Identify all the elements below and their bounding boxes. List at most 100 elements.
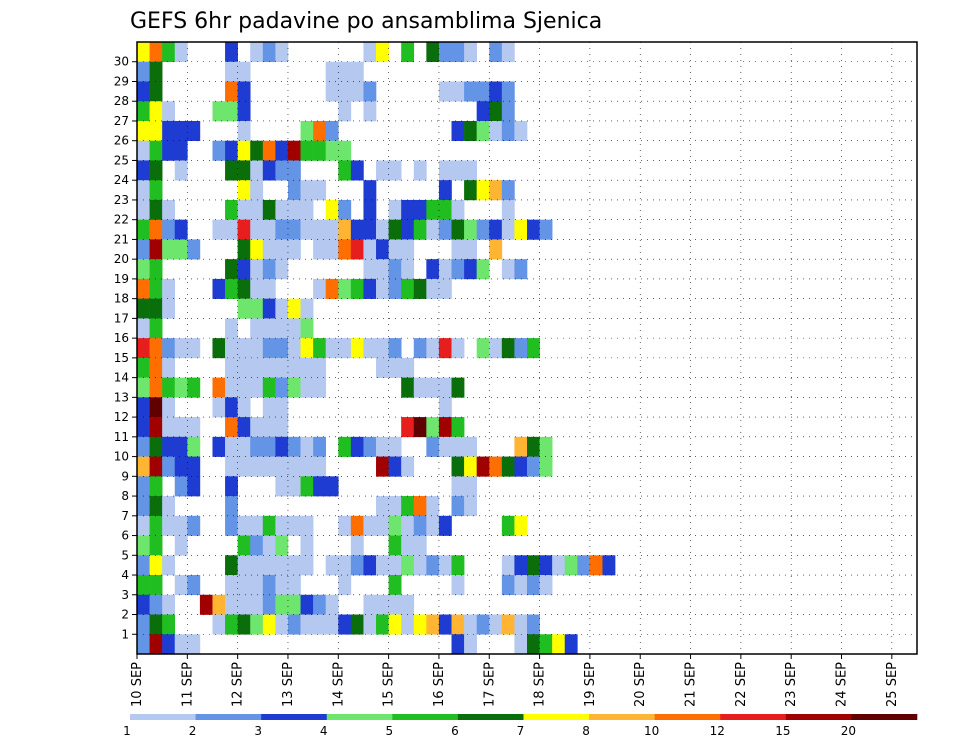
heat-cell: [401, 239, 415, 260]
heat-cell: [300, 120, 314, 142]
heat-cell: [275, 594, 289, 615]
y-tick-label: 11: [114, 430, 129, 444]
heat-cell: [250, 456, 264, 477]
heat-cell: [162, 594, 176, 615]
heat-cell: [162, 634, 176, 655]
heat-cell: [552, 634, 566, 655]
heat-cell: [539, 555, 553, 576]
heat-cell: [476, 219, 490, 240]
heat-cell: [149, 61, 163, 82]
heat-cell: [287, 219, 301, 240]
heat-cell: [313, 338, 327, 359]
y-axis: 1234567891011121314151617181920212223242…: [114, 55, 137, 641]
heat-cell: [275, 298, 289, 319]
heat-cell: [262, 555, 276, 576]
heat-cell: [137, 436, 150, 457]
heat-cell: [262, 239, 276, 260]
heat-cell: [300, 594, 314, 615]
y-tick-label: 27: [114, 114, 129, 128]
heat-cell: [451, 199, 465, 220]
heat-cell: [527, 436, 540, 457]
y-tick-label: 25: [114, 153, 129, 167]
heat-cell: [338, 614, 352, 635]
heat-cell: [262, 456, 276, 477]
heat-cell: [438, 259, 452, 280]
heat-cell: [149, 634, 163, 655]
heat-cell: [300, 535, 314, 556]
heat-cell: [363, 338, 377, 359]
heat-cell: [527, 219, 540, 240]
heat-cell: [313, 436, 327, 457]
heat-cell: [149, 594, 163, 615]
heat-cell: [149, 456, 163, 477]
colorbar-swatch: [523, 714, 590, 720]
x-tick-label: 14 SEP: [331, 662, 346, 707]
heat-cell: [250, 338, 264, 359]
heat-cell: [401, 496, 415, 517]
heat-cell: [212, 594, 226, 615]
heat-cell: [514, 259, 528, 280]
heat-cell: [275, 575, 289, 596]
heat-cell: [250, 278, 264, 299]
heat-cell: [149, 476, 163, 497]
heat-cell: [464, 476, 477, 497]
heat-cell: [137, 278, 150, 299]
y-tick-label: 7: [121, 509, 129, 523]
heat-cell: [527, 338, 540, 359]
heat-cell: [137, 219, 150, 240]
heat-cell: [401, 515, 415, 536]
y-tick-label: 28: [114, 94, 129, 108]
heat-cell: [149, 535, 163, 556]
heat-cell: [489, 614, 503, 635]
heat-cell: [388, 219, 402, 240]
heat-cell: [225, 594, 238, 615]
heat-cell: [363, 614, 377, 635]
heat-cell: [602, 555, 616, 576]
plot-frame: [136, 41, 918, 655]
colorbar-label: 8: [582, 724, 590, 738]
heat-cell: [338, 140, 352, 161]
heat-cell: [476, 120, 490, 142]
heat-cell: [564, 634, 578, 655]
heat-cell: [225, 575, 238, 596]
heat-cell: [225, 417, 238, 438]
heat-cell: [300, 377, 314, 398]
heat-cell: [451, 456, 465, 477]
heat-cell: [262, 160, 276, 181]
heat-cell: [149, 199, 163, 220]
heat-cell: [376, 357, 389, 378]
heat-cell: [162, 140, 176, 161]
heat-cell: [501, 515, 515, 536]
heat-cell: [162, 101, 176, 122]
y-tick-label: 18: [114, 292, 129, 306]
heat-cell: [162, 338, 176, 359]
heat-cell: [476, 180, 490, 201]
heat-cell: [149, 338, 163, 359]
heat-cell: [464, 496, 477, 517]
heat-cell: [451, 338, 465, 359]
heat-cell: [287, 436, 301, 457]
heat-cell: [464, 436, 477, 457]
heat-cell: [137, 101, 150, 122]
heat-cell: [363, 101, 377, 122]
heat-cell: [527, 575, 540, 596]
heat-cell: [225, 614, 238, 635]
heat-cell: [174, 634, 188, 655]
heat-cell: [174, 120, 188, 142]
heat-cell: [262, 357, 276, 378]
heat-cell: [137, 594, 150, 615]
heat-cell: [426, 496, 440, 517]
heat-cell: [275, 160, 289, 181]
heat-cell: [464, 42, 477, 63]
heat-cell: [350, 239, 364, 260]
heat-cell: [250, 219, 264, 240]
x-tick-label: 22 SEP: [734, 662, 749, 707]
heat-cell: [350, 436, 364, 457]
heat-cell: [162, 555, 176, 576]
heat-cell: [438, 377, 452, 398]
heat-cell: [237, 555, 251, 576]
heat-cell: [225, 81, 238, 102]
heat-cell: [275, 515, 289, 536]
heat-cell: [476, 614, 490, 635]
heat-cell: [300, 476, 314, 497]
